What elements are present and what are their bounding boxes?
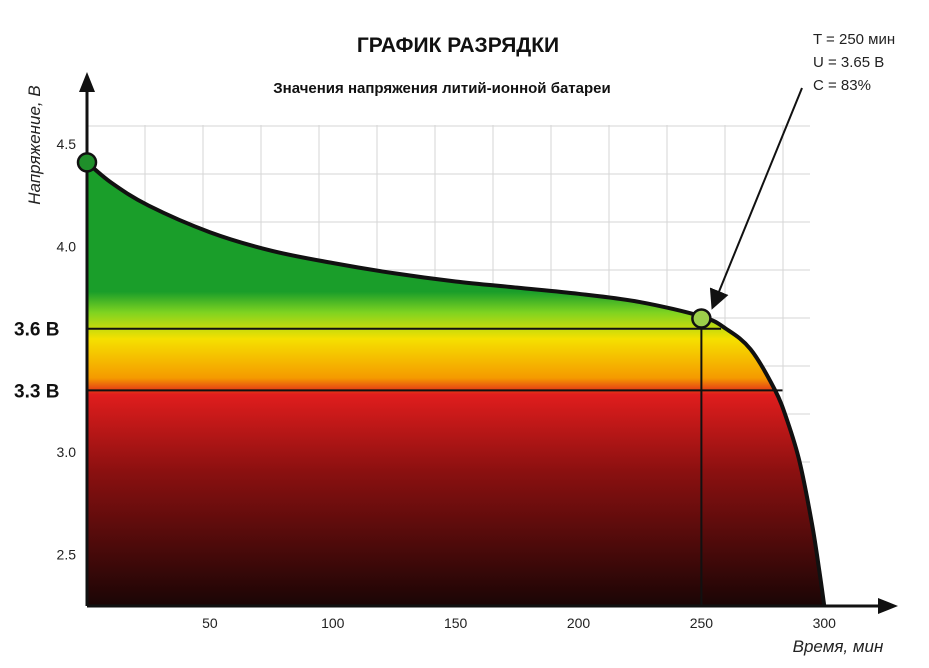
x-tick-label: 100: [321, 615, 345, 631]
x-tick-label: 150: [444, 615, 468, 631]
x-tick-label: 250: [690, 615, 714, 631]
x-tick-label: 300: [813, 615, 837, 631]
data-points: [76, 152, 712, 329]
x-tick-labels: 50 100 150 200 250 300: [202, 615, 836, 631]
y-tick-labels: 4.5 4.0 3.0 2.5: [57, 136, 77, 563]
y-tick-label: 4.0: [57, 239, 77, 255]
y-tick-label: 4.5: [57, 136, 77, 152]
x-axis-arrow: [878, 598, 898, 614]
reference-lines: 3.6 В 3.3 В: [14, 320, 783, 402]
discharge-area: [87, 162, 825, 606]
data-point-marker: [76, 152, 98, 173]
data-point-marker: [691, 308, 712, 329]
y-axis-arrow: [79, 72, 95, 92]
x-axis-label: Время, мин: [793, 637, 884, 656]
chart-title: ГРАФИК РАЗРЯДКИ: [357, 34, 559, 57]
annotation-arrow: [709, 87, 803, 310]
x-tick-label: 50: [202, 615, 218, 631]
discharge-curve: [85, 160, 827, 607]
x-tick-label: 200: [567, 615, 591, 631]
reference-line-label: 3.3 В: [14, 381, 59, 402]
y-tick-label: 3.0: [57, 444, 77, 460]
chart-subtitle: Значения напряжения литий-ионной батареи: [273, 80, 610, 97]
reference-line-label: 3.6 В: [14, 320, 59, 341]
annotation-box: T = 250 мин U = 3.65 В C = 83%: [813, 31, 895, 94]
annotation-line-time: T = 250 мин: [813, 31, 895, 48]
annotation-line-voltage: U = 3.65 В: [813, 54, 884, 71]
y-axis-label: Напряжение, В: [25, 85, 44, 204]
y-tick-label: 2.5: [57, 547, 77, 563]
annotation-line-capacity: C = 83%: [813, 77, 871, 94]
